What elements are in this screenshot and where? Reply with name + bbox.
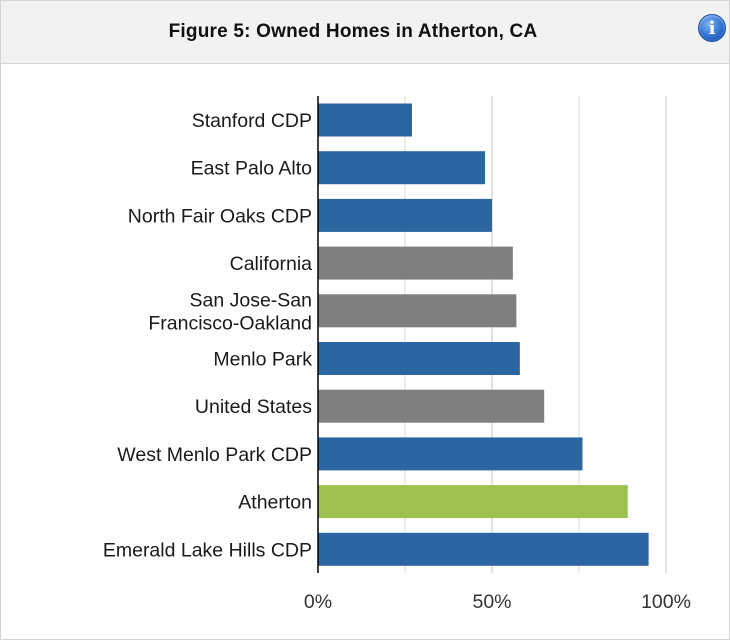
category-label-1: East Palo Alto: [191, 158, 313, 180]
category-label-3: California: [230, 253, 313, 275]
bar-3: [318, 246, 513, 280]
category-label-4-line1: Francisco-Oakland: [148, 312, 312, 334]
category-label-4-line0: San Jose-San: [190, 289, 313, 311]
category-label-7: West Menlo Park CDP: [117, 444, 312, 466]
category-label-6: United States: [195, 396, 312, 418]
bar-4: [318, 294, 517, 328]
category-label-0: Stanford CDP: [192, 110, 312, 132]
category-label-8: Atherton: [238, 492, 312, 514]
chart-title: Figure 5: Owned Homes in Atherton, CA: [168, 21, 538, 42]
category-label-2: North Fair Oaks CDP: [128, 205, 312, 227]
info-icon[interactable]: i: [698, 14, 726, 42]
bar-5: [318, 342, 520, 375]
bar-9: [318, 532, 649, 566]
bar-6: [318, 389, 545, 423]
bar-2: [318, 198, 492, 232]
bar-7: [318, 437, 583, 471]
bar-8: [318, 485, 628, 519]
x-tick-label-0: 0%: [304, 591, 332, 613]
category-label-9: Emerald Lake Hills CDP: [103, 539, 312, 561]
chart-header: Figure 5: Owned Homes in Atherton, CA i: [1, 1, 729, 64]
bar-0: [318, 103, 412, 137]
category-label-5: Menlo Park: [213, 349, 312, 371]
bar-1: [318, 151, 486, 185]
x-tick-label-1: 50%: [472, 591, 511, 613]
x-tick-label-2: 100%: [641, 591, 691, 613]
